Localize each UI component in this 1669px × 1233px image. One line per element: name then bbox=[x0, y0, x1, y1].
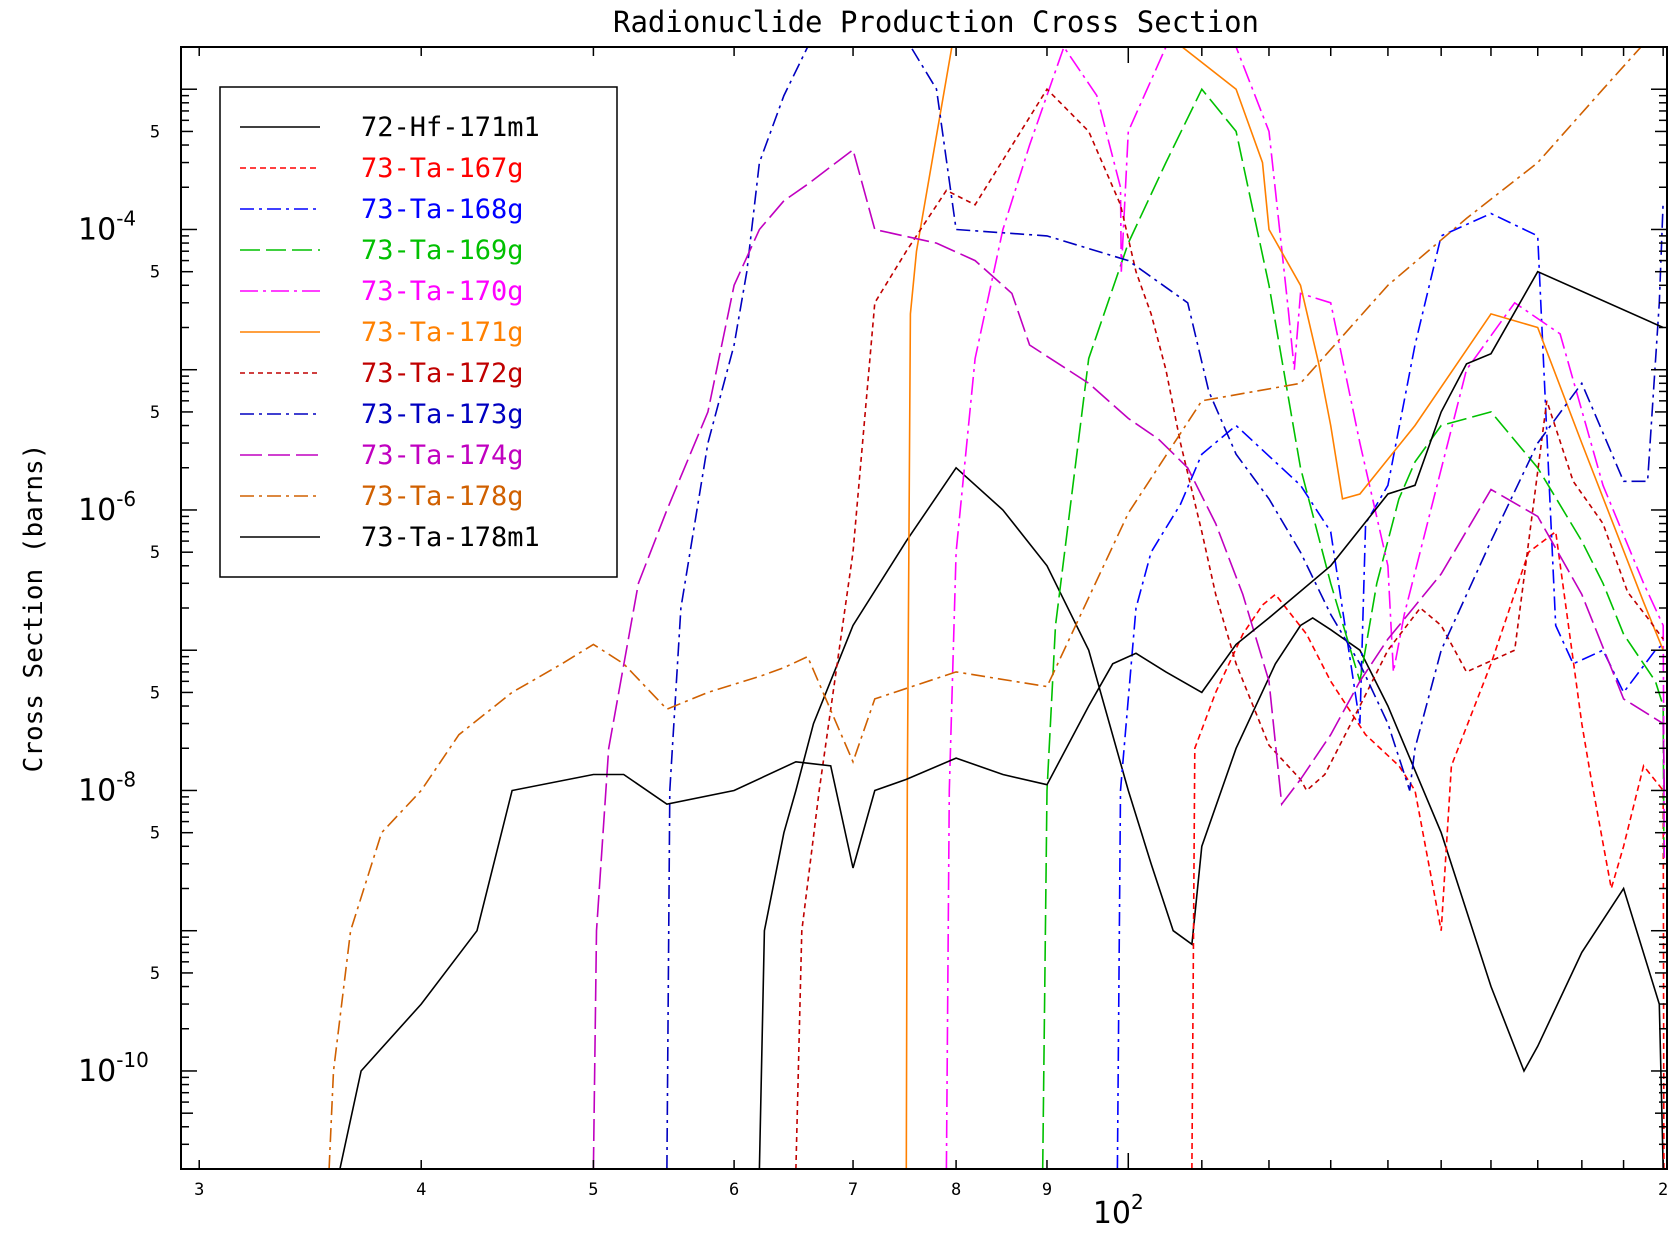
y-tick-label: 5 bbox=[150, 403, 160, 423]
y-tick-label: 5 bbox=[150, 824, 160, 844]
legend-label: 73-Ta-172g bbox=[361, 358, 524, 389]
x-decade-label: 102 bbox=[1093, 1190, 1144, 1231]
series-line-73-Ta-167g bbox=[1191, 530, 1665, 1169]
series-line-73-Ta-178m1 bbox=[339, 270, 1664, 1169]
x-tick-label: 9 bbox=[1042, 1180, 1052, 1200]
legend-label: 73-Ta-168g bbox=[361, 194, 524, 225]
y-tick-label: 5 bbox=[150, 543, 160, 563]
series-line-73-Ta-169g bbox=[1041, 87, 1665, 1169]
y-decade-label: 10-10 bbox=[78, 1048, 149, 1089]
x-tick-label: 4 bbox=[416, 1180, 426, 1200]
x-tick-label: 5 bbox=[588, 1180, 598, 1200]
x-tick-label: 8 bbox=[951, 1180, 961, 1200]
legend: 72-Hf-171m1 73-Ta-167g 73-Ta-168g 73-Ta-169… bbox=[219, 86, 618, 578]
series-line-73-Ta-174g bbox=[592, 148, 1666, 1169]
y-tick-label: 5 bbox=[150, 0, 160, 2]
y-decade-label: 10-8 bbox=[78, 767, 136, 808]
x-tick-label: 7 bbox=[848, 1180, 858, 1200]
series-line-73-Ta-168g bbox=[1116, 212, 1664, 1169]
series-line-73-Ta-173g bbox=[666, 47, 1664, 1169]
legend-label: 73-Ta-174g bbox=[361, 440, 524, 471]
legend-label: 73-Ta-171g bbox=[361, 317, 524, 348]
legend-label: 73-Ta-170g bbox=[361, 276, 524, 307]
x-tick-label: 3 bbox=[194, 1180, 204, 1200]
y-decade-label: 10-4 bbox=[78, 206, 136, 247]
y-tick-label: 5 bbox=[150, 122, 160, 142]
y-decade-label: 10-6 bbox=[78, 487, 136, 528]
legend-label: 73-Ta-178g bbox=[361, 481, 524, 512]
axis-layer: 345678921025555555510-210-410-610-810-10 bbox=[78, 0, 1668, 1231]
series-line-73-Ta-172g bbox=[795, 87, 1664, 1169]
series-line-73-Ta-170g bbox=[945, 47, 1666, 1169]
y-axis-title: Cross Section (barns) bbox=[19, 444, 49, 773]
y-tick-label: 5 bbox=[150, 964, 160, 984]
y-tick-label: 5 bbox=[150, 263, 160, 283]
chart-title: Radionuclide Production Cross Section bbox=[613, 5, 1259, 39]
x-tick-label: 2 bbox=[1658, 1180, 1668, 1200]
series-layer bbox=[328, 47, 1666, 1169]
x-tick-label: 6 bbox=[729, 1180, 739, 1200]
legend-label: 73-Ta-167g bbox=[361, 153, 524, 184]
legend-label: 73-Ta-169g bbox=[361, 235, 524, 266]
series-line-72-Hf-171m1 bbox=[758, 466, 1664, 1169]
series-line-73-Ta-171g bbox=[905, 47, 1664, 1169]
legend-label: 73-Ta-178m1 bbox=[361, 522, 540, 553]
y-tick-label: 5 bbox=[150, 683, 160, 703]
legend-label: 72-Hf-171m1 bbox=[361, 112, 540, 143]
legend-label: 73-Ta-173g bbox=[361, 399, 524, 430]
